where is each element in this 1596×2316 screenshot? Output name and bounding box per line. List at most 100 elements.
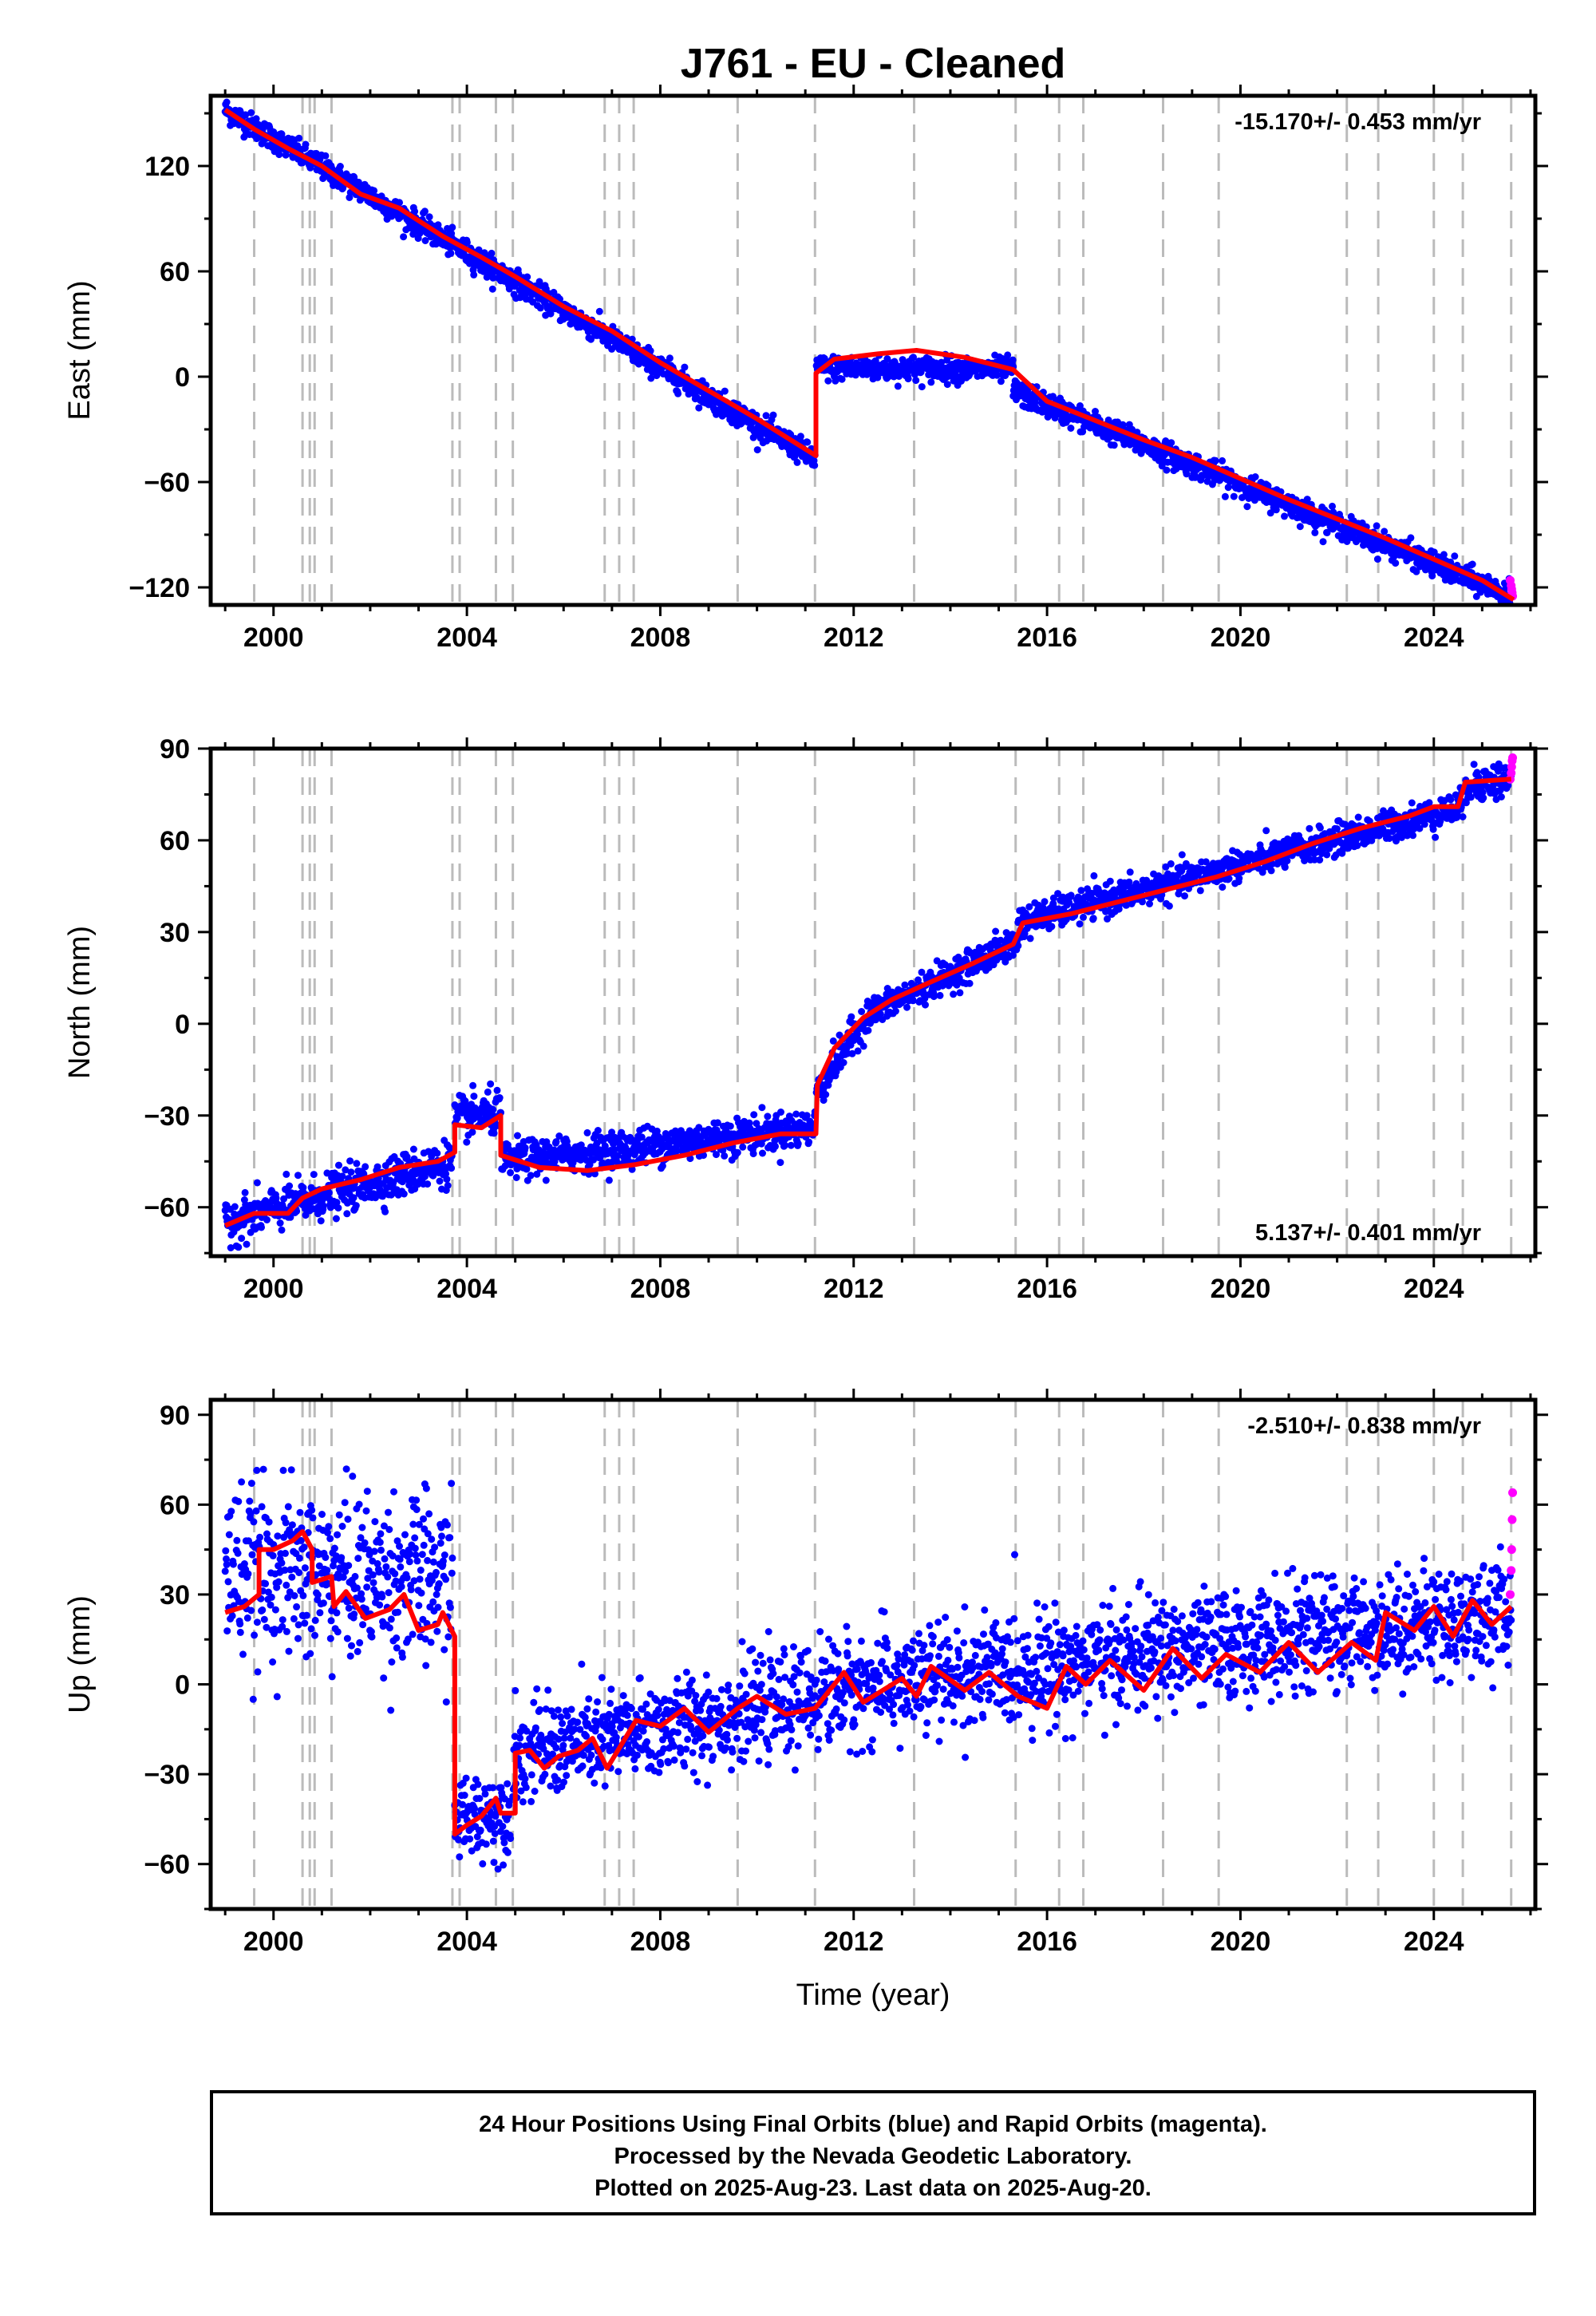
north-data-point — [594, 1127, 602, 1134]
north-data-point — [909, 997, 917, 1005]
north-data-point — [1267, 867, 1275, 875]
north-data-point — [552, 1138, 560, 1146]
north-data-point — [1219, 883, 1227, 891]
east-data-point — [1230, 492, 1238, 500]
north-data-point — [533, 1170, 541, 1178]
north-data-point — [523, 1165, 531, 1173]
east-data-point — [804, 438, 812, 446]
north-plot-area — [221, 749, 1518, 1256]
north-data-point — [334, 1204, 342, 1212]
north-data-point — [487, 1080, 495, 1088]
north-data-point — [614, 1152, 622, 1160]
east-data-point — [1243, 503, 1251, 511]
north-data-point — [583, 1128, 591, 1136]
east-data-point — [943, 356, 951, 364]
north-data-point — [1196, 887, 1204, 895]
north-data-point — [858, 1008, 866, 1015]
east-data-point — [796, 433, 804, 441]
east-x-tick-label: 2008 — [630, 622, 691, 653]
east-data-point — [681, 363, 689, 371]
north-data-point — [753, 1120, 760, 1128]
north-data-point — [1067, 891, 1075, 899]
north-data-point — [1165, 902, 1173, 910]
north-data-point — [915, 976, 922, 984]
north-data-point — [1235, 875, 1243, 882]
east-panel: 2000 2004 2008 2012 2016 2020 2024−120−6006012… — [63, 85, 1548, 653]
north-data-point — [1062, 915, 1070, 923]
north-data-point — [1310, 856, 1318, 864]
north-data-point — [442, 1170, 450, 1178]
north-data-point — [628, 1165, 636, 1173]
east-data-point — [1323, 528, 1331, 536]
north-data-point — [805, 1138, 813, 1146]
east-data-point — [1440, 551, 1448, 559]
east-data-point — [1373, 522, 1381, 530]
north-data-point — [1009, 951, 1017, 959]
north-data-point — [1258, 868, 1266, 876]
east-data-point — [1221, 492, 1229, 500]
north-data-point — [424, 1180, 432, 1188]
north-data-point — [1126, 868, 1134, 876]
north-data-point — [820, 1097, 828, 1105]
north-data-point — [1054, 890, 1062, 898]
east-data-point — [1281, 512, 1288, 520]
north-data-point — [638, 1133, 646, 1141]
east-data-point — [282, 151, 290, 159]
north-data-point — [759, 1149, 766, 1157]
east-data-point — [421, 237, 429, 244]
north-data-point — [333, 1199, 341, 1207]
east-x-tick-label: 2020 — [1211, 622, 1271, 653]
north-data-point — [854, 1030, 861, 1038]
north-data-point — [854, 1047, 862, 1055]
east-data-point — [904, 375, 912, 383]
north-data-point — [463, 1138, 471, 1146]
north-data-point — [745, 1119, 753, 1127]
east-data-point — [275, 151, 283, 159]
east-x-tick-label: 2000 — [243, 622, 304, 653]
north-data-point — [347, 1168, 355, 1176]
north-data-point — [832, 1068, 840, 1076]
north-data-point — [605, 1176, 613, 1184]
east-data-point — [295, 134, 303, 142]
north-data-point — [590, 1156, 598, 1164]
north-data-point — [521, 1144, 529, 1152]
north-data-point — [1353, 842, 1361, 849]
north-data-point — [235, 1243, 243, 1251]
north-data-point — [514, 1132, 521, 1140]
north-data-point — [507, 1168, 515, 1176]
east-data-point — [1031, 398, 1039, 406]
north-data-point — [512, 1174, 520, 1181]
east-data-point — [470, 271, 478, 279]
north-data-point — [1225, 875, 1233, 883]
north-data-point — [1014, 942, 1022, 950]
north-data-point — [733, 1148, 741, 1156]
north-data-point — [443, 1176, 451, 1184]
north-data-point — [317, 1217, 325, 1225]
north-data-point — [294, 1172, 302, 1180]
east-rapid-points — [1505, 575, 1518, 601]
north-data-point — [1262, 827, 1270, 835]
north-data-point — [1354, 813, 1362, 821]
east-rate-label: -15.170+/- 0.453 mm/yr — [1235, 109, 1481, 135]
east-data-point — [448, 223, 456, 231]
east-data-point — [411, 207, 419, 215]
north-data-point — [772, 1142, 779, 1150]
east-data-point — [647, 374, 655, 382]
north-data-point — [901, 981, 909, 989]
east-data-point — [447, 249, 455, 257]
north-data-point — [922, 1001, 929, 1009]
east-data-point — [1158, 462, 1166, 470]
north-data-point — [325, 1189, 333, 1197]
east-data-point — [1311, 528, 1319, 536]
north-data-point — [282, 1170, 290, 1178]
north-data-point — [918, 968, 926, 976]
north-data-point — [936, 991, 944, 999]
east-x-tick-label: 2012 — [824, 622, 884, 653]
north-data-point — [444, 1182, 452, 1189]
east-data-point — [1119, 421, 1127, 429]
north-data-point — [1139, 898, 1146, 906]
chart-title: J761 - EU - Cleaned — [681, 41, 1066, 87]
north-data-point — [1316, 856, 1324, 864]
east-data-point — [463, 239, 471, 247]
